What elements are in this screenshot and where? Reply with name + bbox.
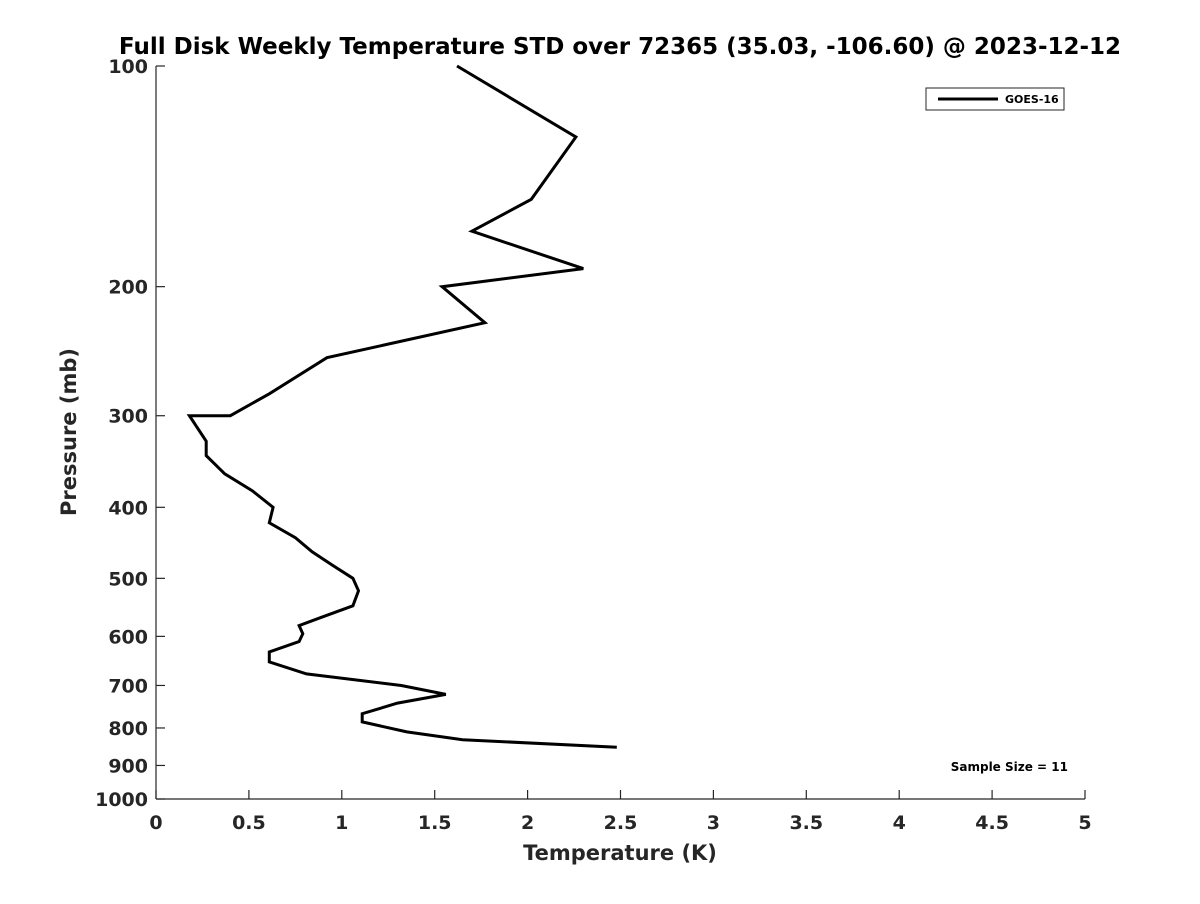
y-tick-label: 800 xyxy=(108,718,148,740)
x-axis-label: Temperature (K) xyxy=(523,841,717,865)
y-tick-label: 1000 xyxy=(95,789,148,811)
x-tick-label: 1 xyxy=(335,812,348,834)
x-tick-label: 2.5 xyxy=(604,812,638,834)
legend-label: GOES-16 xyxy=(1005,93,1059,106)
plot-area xyxy=(156,66,1085,799)
x-tick-label: 5 xyxy=(1078,812,1091,834)
y-tick-label: 700 xyxy=(108,675,148,697)
series-line-goes-16 xyxy=(186,64,617,749)
y-tick-label: 200 xyxy=(108,277,148,299)
y-tick-label: 600 xyxy=(108,626,148,648)
chart-title: Full Disk Weekly Temperature STD over 72… xyxy=(119,34,1121,60)
y-tick-label: 400 xyxy=(108,497,148,519)
x-tick-label: 4 xyxy=(893,812,906,834)
y-tick-label: 300 xyxy=(108,406,148,428)
sample-size-annotation: Sample Size = 11 xyxy=(951,760,1068,774)
x-tick-label: 4.5 xyxy=(975,812,1009,834)
y-tick-label: 500 xyxy=(108,568,148,590)
x-tick-label: 3 xyxy=(707,812,720,834)
x-tick-label: 1.5 xyxy=(418,812,452,834)
x-tick-label: 2 xyxy=(521,812,534,834)
y-axis-label: Pressure (mb) xyxy=(57,348,81,516)
x-tick-label: 0.5 xyxy=(232,812,266,834)
x-tick-label: 0 xyxy=(149,812,162,834)
x-tick-label: 3.5 xyxy=(789,812,823,834)
y-tick-label: 100 xyxy=(108,56,148,78)
y-tick-label: 900 xyxy=(108,755,148,777)
